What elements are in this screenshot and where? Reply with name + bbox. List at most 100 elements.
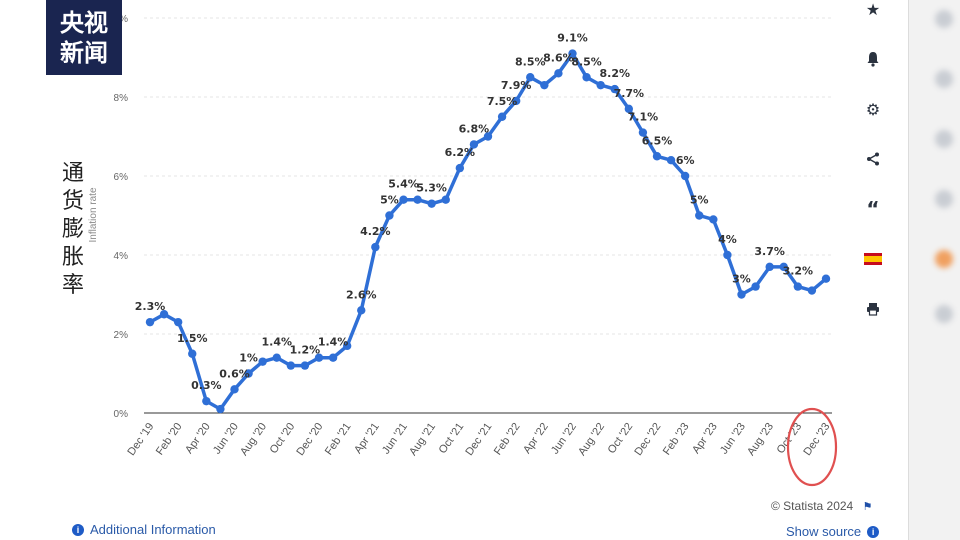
x-tick-label: Feb '22 bbox=[492, 421, 523, 458]
data-point bbox=[399, 195, 408, 204]
show-source-link[interactable]: Show source i bbox=[786, 524, 880, 539]
y-tick-label: 6% bbox=[114, 172, 129, 183]
data-point bbox=[821, 274, 831, 283]
blurred-icon bbox=[935, 10, 953, 28]
data-point bbox=[300, 361, 310, 370]
info-icon: i bbox=[867, 525, 880, 538]
logo-line-1: 央视 bbox=[60, 9, 108, 37]
data-label: 1.5% bbox=[177, 332, 208, 345]
print-icon[interactable] bbox=[860, 296, 886, 322]
blurred-icon bbox=[935, 70, 953, 88]
data-label: 6.5% bbox=[642, 134, 673, 147]
data-label: 5% bbox=[690, 194, 709, 207]
blurred-icon bbox=[935, 305, 953, 323]
data-point bbox=[427, 199, 436, 208]
additional-information-link[interactable]: i Additional Information bbox=[72, 522, 216, 537]
data-label: 1.2% bbox=[290, 344, 321, 357]
x-tick-label: Feb '20 bbox=[154, 421, 185, 458]
data-point bbox=[666, 156, 676, 165]
data-point bbox=[793, 282, 803, 291]
data-point bbox=[638, 128, 648, 137]
highlight-circle bbox=[786, 407, 838, 487]
x-tick-label: Jun '23 bbox=[718, 421, 748, 457]
blurred-icon bbox=[935, 190, 953, 208]
y-axis-label: Inflation rate bbox=[88, 187, 99, 242]
data-point bbox=[652, 152, 662, 161]
x-tick-label: Jun '20 bbox=[211, 421, 241, 457]
data-label: 9.1% bbox=[557, 32, 588, 45]
data-label: 8.6% bbox=[543, 51, 574, 64]
data-label: 5.4% bbox=[388, 178, 419, 191]
data-point bbox=[737, 290, 746, 299]
y-tick-label: 4% bbox=[114, 251, 129, 262]
x-tick-label: Apr '22 bbox=[521, 421, 551, 456]
data-point bbox=[582, 73, 591, 82]
data-label: 5% bbox=[380, 194, 399, 207]
data-point bbox=[511, 96, 521, 106]
data-point bbox=[371, 242, 380, 252]
cctv-news-logo: 央视 新闻 bbox=[46, 0, 122, 75]
data-point bbox=[145, 317, 155, 327]
data-point bbox=[230, 385, 239, 394]
data-point bbox=[357, 306, 366, 315]
data-point bbox=[779, 262, 788, 272]
data-label: 3.2% bbox=[783, 265, 814, 278]
star-icon[interactable]: ★ bbox=[865, 0, 881, 19]
x-tick-label: Apr '20 bbox=[183, 421, 213, 456]
x-tick-label: Feb '21 bbox=[323, 421, 354, 458]
data-point bbox=[765, 262, 774, 272]
x-tick-label: Oct '20 bbox=[268, 421, 298, 456]
data-point bbox=[216, 404, 225, 414]
x-tick-label: Dec '21 bbox=[463, 421, 494, 458]
data-point bbox=[258, 357, 267, 366]
data-point bbox=[695, 211, 704, 220]
y-tick-label: 0% bbox=[114, 409, 129, 420]
x-tick-label: Apr '23 bbox=[690, 421, 720, 456]
data-label: 6% bbox=[676, 154, 695, 167]
x-tick-label: Aug '20 bbox=[238, 421, 269, 458]
blurred-icon bbox=[935, 250, 953, 268]
data-label: 2.6% bbox=[346, 288, 377, 301]
quote-icon[interactable]: “ bbox=[866, 197, 880, 221]
share-icon[interactable] bbox=[860, 146, 886, 172]
data-label: 8.2% bbox=[599, 67, 630, 80]
statista-credit[interactable]: © Statista 2024 ⚑ bbox=[771, 499, 872, 513]
data-label: 0.6% bbox=[219, 367, 250, 380]
data-label: 6.8% bbox=[459, 122, 490, 135]
x-tick-label: Oct '21 bbox=[437, 421, 467, 456]
spain-flag-icon[interactable] bbox=[860, 246, 886, 272]
data-label: 3% bbox=[732, 273, 751, 286]
data-label: 0.3% bbox=[191, 379, 222, 392]
x-tick-label: Dec '20 bbox=[294, 421, 325, 458]
blurred-icon bbox=[935, 130, 953, 148]
data-point bbox=[526, 73, 535, 82]
data-point bbox=[497, 112, 507, 121]
gear-icon[interactable]: ⚙ bbox=[865, 99, 881, 119]
data-label: 2.3% bbox=[135, 300, 166, 313]
x-tick-label: Aug '23 bbox=[745, 421, 776, 458]
data-label: 4% bbox=[718, 233, 737, 246]
x-tick-label: Dec '19 bbox=[125, 421, 156, 458]
show-source-label: Show source bbox=[786, 524, 862, 539]
data-point bbox=[441, 195, 450, 204]
x-tick-label: Dec '22 bbox=[632, 421, 663, 458]
data-point bbox=[807, 286, 817, 295]
data-point bbox=[751, 282, 760, 291]
data-label: 8.5% bbox=[571, 55, 602, 68]
data-label: 6.2% bbox=[445, 146, 476, 159]
data-point bbox=[385, 211, 394, 220]
data-point bbox=[286, 361, 296, 370]
data-point bbox=[342, 341, 352, 351]
data-point bbox=[173, 317, 183, 327]
data-point bbox=[188, 349, 197, 358]
data-point bbox=[328, 353, 338, 362]
data-point bbox=[314, 353, 324, 362]
data-point bbox=[272, 353, 281, 362]
data-label: 4.2% bbox=[360, 225, 391, 238]
x-tick-label: Aug '22 bbox=[576, 421, 607, 458]
credit-text: © Statista 2024 bbox=[771, 499, 854, 513]
bell-icon[interactable] bbox=[860, 46, 886, 72]
data-point bbox=[568, 49, 577, 58]
data-label: 7.1% bbox=[628, 111, 659, 124]
